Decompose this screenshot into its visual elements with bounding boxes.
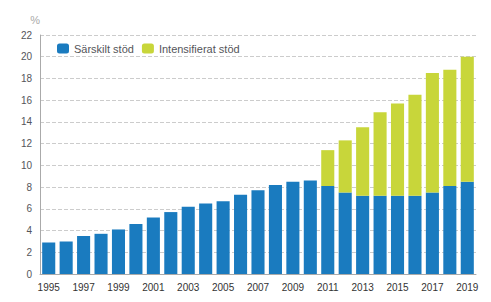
svg-text:2005: 2005 [212,282,235,293]
svg-text:0: 0 [26,269,32,280]
svg-text:16: 16 [21,95,33,106]
svg-text:2001: 2001 [142,282,165,293]
svg-text:22: 22 [21,30,33,41]
svg-text:4: 4 [26,225,32,236]
svg-text:2009: 2009 [282,282,305,293]
svg-text:2013: 2013 [352,282,375,293]
svg-text:2003: 2003 [177,282,200,293]
svg-text:10: 10 [21,160,33,171]
svg-text:1999: 1999 [107,282,130,293]
svg-text:2017: 2017 [421,282,444,293]
svg-text:2019: 2019 [456,282,479,293]
svg-text:%: % [30,14,40,26]
svg-text:20: 20 [21,51,33,62]
svg-text:1995: 1995 [38,282,61,293]
svg-text:8: 8 [26,182,32,193]
svg-text:6: 6 [26,203,32,214]
svg-text:2011: 2011 [317,282,339,293]
svg-text:18: 18 [21,73,33,84]
svg-text:Särskilt stöd: Särskilt stöd [74,43,134,55]
svg-text:2015: 2015 [386,282,409,293]
svg-text:2: 2 [26,247,32,258]
svg-text:1997: 1997 [72,282,95,293]
svg-text:Intensifierat stöd: Intensifierat stöd [159,43,240,55]
svg-text:14: 14 [21,116,33,127]
svg-text:2007: 2007 [247,282,270,293]
svg-text:12: 12 [21,138,33,149]
